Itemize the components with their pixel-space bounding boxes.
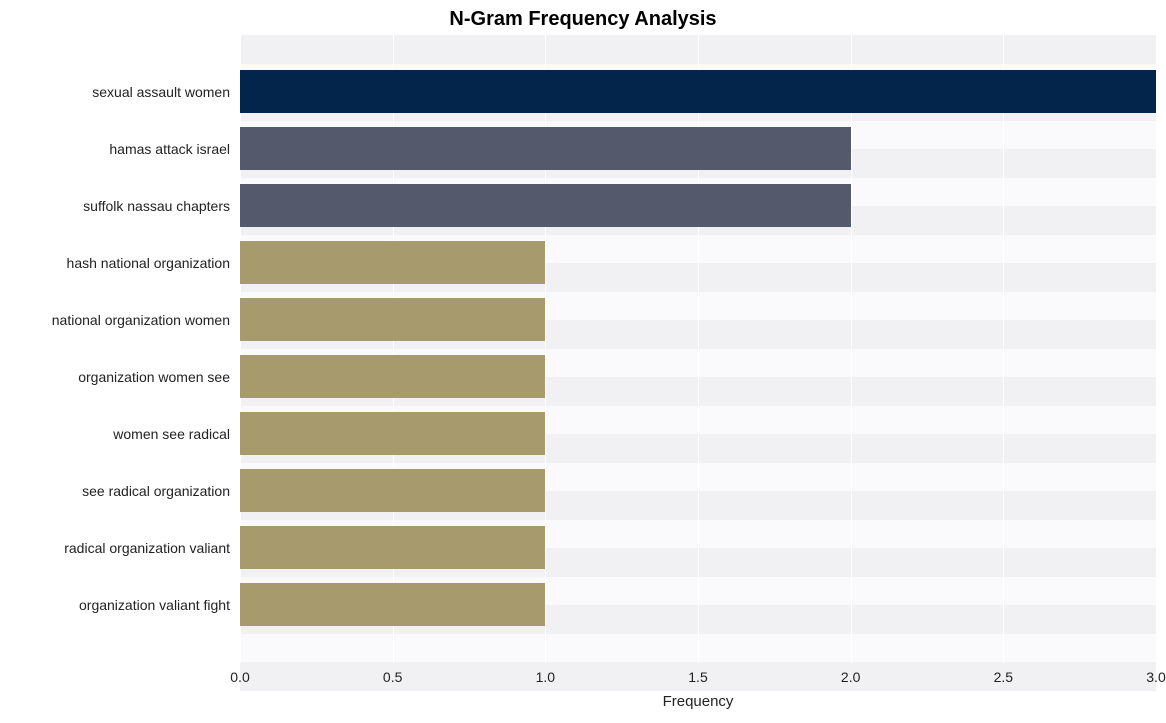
bar-row xyxy=(240,177,1156,234)
bars-layer xyxy=(240,63,1156,633)
x-tick-label: 1.5 xyxy=(688,669,707,685)
bar xyxy=(240,241,545,283)
plot-wrapper xyxy=(240,35,1156,663)
x-tick-label: 2.0 xyxy=(841,669,860,685)
bar xyxy=(240,184,851,226)
x-axis-title: Frequency xyxy=(663,693,734,710)
gridline xyxy=(1156,35,1157,663)
x-axis: Frequency 0.00.51.01.52.02.53.0 xyxy=(240,663,1156,713)
bar xyxy=(240,298,545,340)
x-tick-label: 1.0 xyxy=(536,669,555,685)
bar-row xyxy=(240,405,1156,462)
bar xyxy=(240,355,545,397)
y-tick-label: see radical organization xyxy=(10,462,240,519)
y-tick-label: hamas attack israel xyxy=(10,120,240,177)
chart-title: N-Gram Frequency Analysis xyxy=(10,8,1156,31)
y-tick-label: organization women see xyxy=(10,348,240,405)
bar-row xyxy=(240,291,1156,348)
y-tick-label: suffolk nassau chapters xyxy=(10,177,240,234)
bar-row xyxy=(240,576,1156,633)
bar-row xyxy=(240,234,1156,291)
bar-row xyxy=(240,519,1156,576)
y-tick-label: organization valiant fight xyxy=(10,576,240,633)
chart-area: sexual assault womenhamas attack israels… xyxy=(10,35,1156,663)
y-tick-label: women see radical xyxy=(10,405,240,462)
bar xyxy=(240,127,851,169)
bar-row xyxy=(240,63,1156,120)
x-tick-label: 0.5 xyxy=(383,669,402,685)
y-tick-label: hash national organization xyxy=(10,234,240,291)
y-tick-label: national organization women xyxy=(10,291,240,348)
bar xyxy=(240,70,1156,112)
bar xyxy=(240,583,545,625)
bar xyxy=(240,526,545,568)
bar-row xyxy=(240,120,1156,177)
y-tick-label: sexual assault women xyxy=(10,63,240,120)
x-tick-label: 2.5 xyxy=(994,669,1013,685)
bar xyxy=(240,469,545,511)
bar-row xyxy=(240,462,1156,519)
x-tick-label: 3.0 xyxy=(1146,669,1165,685)
x-tick-label: 0.0 xyxy=(230,669,249,685)
plot-region xyxy=(240,35,1156,663)
bar-row xyxy=(240,348,1156,405)
y-axis: sexual assault womenhamas attack israels… xyxy=(10,35,240,663)
bar xyxy=(240,412,545,454)
y-tick-label: radical organization valiant xyxy=(10,519,240,576)
